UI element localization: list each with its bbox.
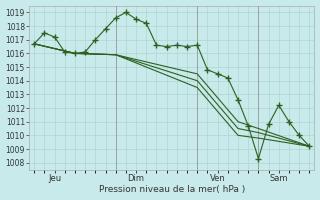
X-axis label: Pression niveau de la mer( hPa ): Pression niveau de la mer( hPa ) xyxy=(99,185,245,194)
